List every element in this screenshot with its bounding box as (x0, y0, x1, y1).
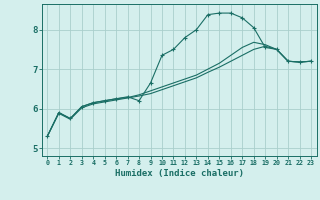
X-axis label: Humidex (Indice chaleur): Humidex (Indice chaleur) (115, 169, 244, 178)
